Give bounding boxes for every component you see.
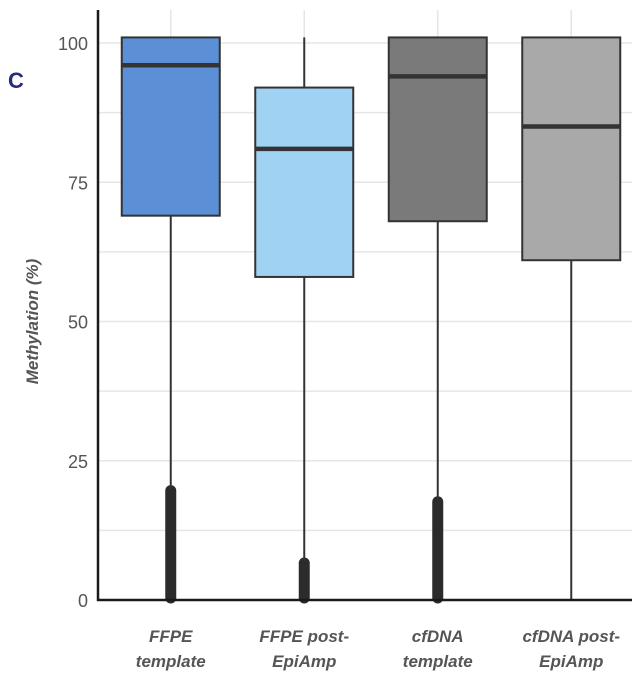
x-axis-categories: FFPE template FFPE post- EpiAmp cfDNA templat… bbox=[136, 627, 621, 671]
box-series-1 bbox=[120, 36, 221, 604]
box-series-3 bbox=[387, 36, 488, 604]
x-category-label-line: template bbox=[136, 652, 206, 671]
x-category-label-line: template bbox=[403, 652, 473, 671]
y-tick-label: 75 bbox=[68, 173, 88, 193]
axes bbox=[96, 10, 632, 602]
boxes bbox=[120, 36, 622, 604]
x-category-label-line: FFPE bbox=[149, 627, 193, 646]
x-category-label-line: EpiAmp bbox=[539, 652, 603, 671]
iqr-box bbox=[254, 86, 355, 278]
box-series-4 bbox=[521, 36, 622, 600]
y-tick-label: 0 bbox=[78, 591, 88, 611]
x-category-label-line: EpiAmp bbox=[272, 652, 336, 671]
x-category-label: cfDNA post- EpiAmp bbox=[522, 627, 620, 671]
box-series-2 bbox=[254, 37, 355, 604]
x-category-label: FFPE template bbox=[136, 627, 206, 671]
x-category-label: cfDNA template bbox=[403, 627, 473, 671]
y-tick-label: 25 bbox=[68, 452, 88, 472]
x-category-label-line: cfDNA post- bbox=[522, 627, 620, 646]
iqr-box bbox=[387, 36, 488, 223]
y-tick-label: 50 bbox=[68, 313, 88, 333]
y-tick-label: 100 bbox=[58, 34, 88, 54]
iqr-box bbox=[521, 36, 622, 262]
y-axis-title: Methylation (%) bbox=[23, 258, 42, 384]
panel-letter: C bbox=[8, 68, 24, 93]
x-category-label: FFPE post- EpiAmp bbox=[259, 627, 349, 671]
x-category-label-line: cfDNA bbox=[412, 627, 464, 646]
y-axis-ticks: 0 25 50 75 100 bbox=[58, 34, 88, 611]
x-category-label-line: FFPE post- bbox=[259, 627, 349, 646]
